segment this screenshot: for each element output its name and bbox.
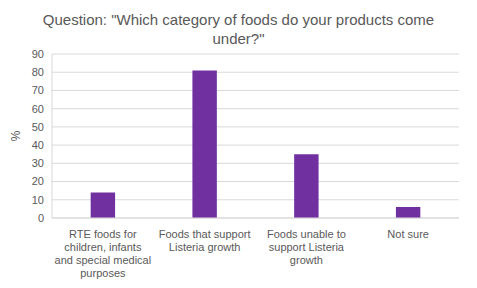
- svg-text:30: 30: [32, 157, 44, 169]
- svg-text:80: 80: [32, 66, 44, 78]
- svg-text:RTE foods forchildren, infants: RTE foods forchildren, infantsand specia…: [55, 228, 152, 279]
- html-text:Question: "Which category of f: Question: "Which category of foods do yo…: [42, 11, 435, 47]
- svg-text:20: 20: [32, 175, 44, 187]
- svg-text:70: 70: [32, 84, 44, 96]
- svg-text:10: 10: [32, 194, 44, 206]
- svg-text:40: 40: [32, 139, 44, 151]
- svg-text:Foods that supportListeria gro: Foods that supportListeria growth: [159, 228, 251, 253]
- svg-text:Not sure: Not sure: [387, 228, 429, 240]
- svg-text:50: 50: [32, 121, 44, 133]
- svg-text:0: 0: [38, 212, 44, 224]
- svg-text:90: 90: [32, 50, 44, 60]
- svg-text:Foods unable tosupport Listeri: Foods unable tosupport Listeriagrowth: [267, 228, 346, 266]
- svg-text:%: %: [9, 130, 23, 141]
- svg-text:60: 60: [32, 103, 44, 115]
